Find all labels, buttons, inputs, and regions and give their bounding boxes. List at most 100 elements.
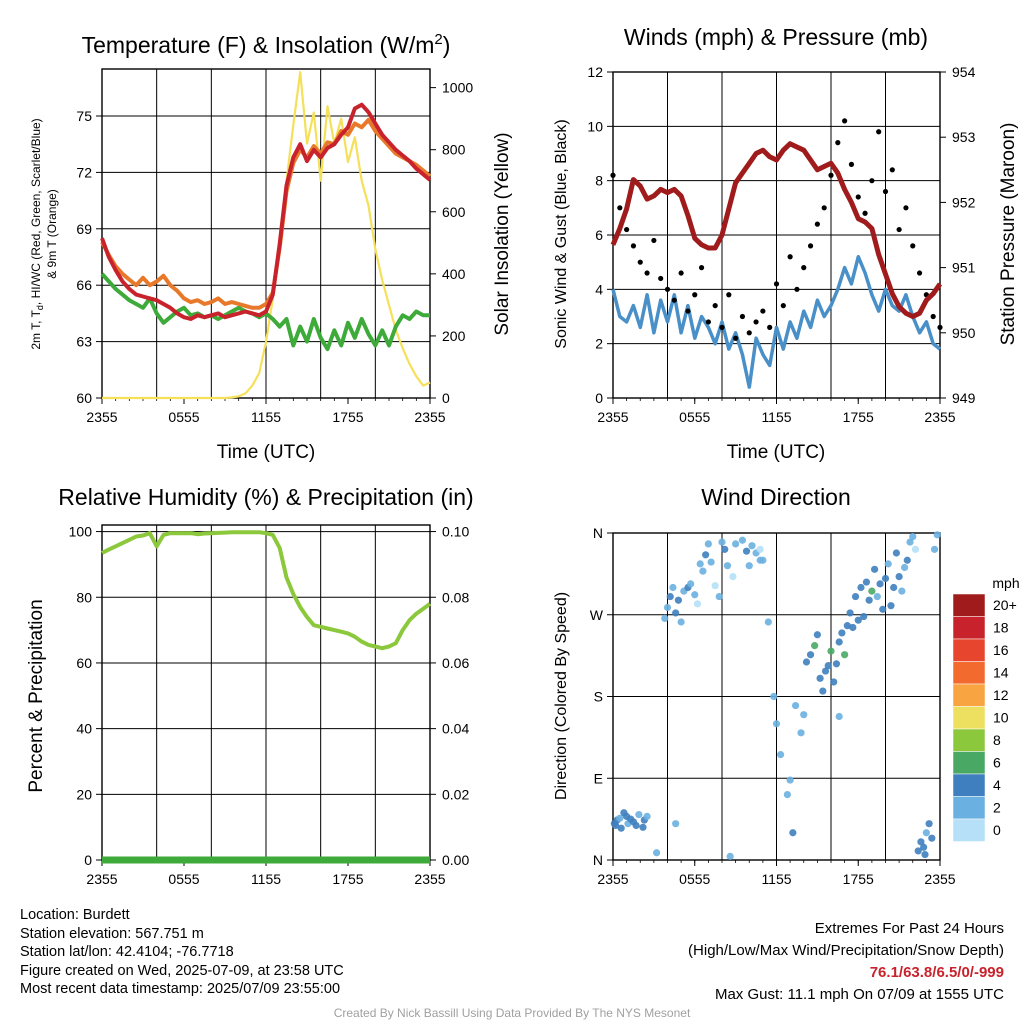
wdir-point: [707, 558, 715, 566]
max-gust: Max Gust: 11.1 mph On 07/09 at 1555 UTC: [714, 986, 1004, 1003]
wdir-point: [854, 616, 862, 624]
wdir-xtick-label: 2355: [924, 871, 955, 887]
winds-gust-point: [814, 221, 820, 227]
wdir-point: [756, 545, 764, 553]
wdir-point: [881, 574, 890, 583]
wdir-point: [849, 623, 857, 632]
station-location: Location: Burdett: [20, 907, 130, 923]
winds-gust-point: [753, 319, 759, 325]
winds-gust-point: [692, 292, 698, 298]
wdir-point: [718, 538, 726, 546]
wdir-ytick-label: N: [593, 852, 603, 868]
wdir-point: [909, 533, 917, 541]
wdir-point: [892, 549, 901, 557]
wdir-point: [661, 614, 669, 622]
rh-ylabel-left: Percent & Precipitation: [26, 599, 47, 792]
wdir-point: [843, 622, 851, 630]
wdir-point: [860, 612, 868, 621]
winds-gust-point: [726, 292, 732, 298]
wdir-point: [748, 542, 756, 550]
wdir-point: [914, 847, 922, 855]
wdir-point: [906, 538, 914, 546]
winds-series-pressure: [610, 141, 943, 319]
winds-gust-point: [767, 324, 773, 330]
colorbar-swatch: [952, 706, 986, 730]
wdir-point: [764, 618, 772, 626]
wdir-ytick-label: E: [594, 770, 603, 786]
wdir-point: [811, 642, 819, 650]
winds-gust-point: [801, 265, 807, 271]
colorbar-swatch: [952, 593, 986, 617]
winds-gust-point: [794, 286, 800, 292]
rh-ytick-label: 40: [76, 721, 92, 737]
colorbar-label: 8: [993, 732, 1001, 748]
wdir-point: [884, 560, 892, 568]
winds-gust-point: [821, 205, 827, 211]
temp-ytick-label: 69: [76, 221, 92, 237]
winds-gust-point: [712, 303, 718, 309]
temp-ylabel-right: Solar Insolation (Yellow): [492, 132, 513, 335]
temp-ylabel-left: 2m T, Td, HI/WC (Red, Green, Scarlet/Blu…: [29, 118, 45, 349]
wdir-point: [770, 692, 778, 701]
wdir-title: Wind Direction: [701, 484, 851, 510]
rh-ytick-right-label: 0.00: [442, 852, 469, 868]
wdir-point: [865, 596, 873, 604]
colorbar-label: 6: [993, 755, 1001, 771]
colorbar-label: 18: [993, 620, 1009, 636]
wdir-point: [696, 560, 704, 568]
wdir-point: [876, 580, 884, 588]
winds-ytick-right-label: 954: [952, 64, 976, 80]
wdir-point: [632, 821, 640, 830]
wdir-point: [791, 701, 800, 710]
wdir-point: [677, 618, 685, 626]
rh-ytick-right-label: 0.10: [442, 524, 469, 540]
wdir-point: [824, 662, 832, 670]
colorbar-label: 10: [993, 710, 1009, 726]
extremes-values: 76.1/63.8/6.5/0/-999: [869, 964, 1004, 981]
colorbar-swatch: [952, 661, 986, 685]
winds-gust-point: [930, 313, 936, 320]
wdir-point: [738, 536, 747, 544]
wdir-point: [922, 829, 930, 837]
winds-gust-point: [733, 335, 739, 341]
wdir-point: [672, 609, 680, 617]
temp-xtick-label: 2355: [86, 409, 117, 425]
colorbar-title: mph: [992, 575, 1019, 591]
rh-ytick-label: 60: [76, 655, 92, 671]
temp-ytick-right-label: 400: [442, 266, 466, 282]
winds-gust-point: [630, 243, 637, 249]
wdir-point: [920, 843, 928, 851]
wdir-point: [726, 852, 734, 860]
wdir-point: [797, 729, 805, 737]
winds-gust-point: [869, 178, 875, 184]
temp-ytick-label: 66: [76, 277, 92, 293]
temp-series-2m-td: [100, 102, 432, 321]
wdir-point: [800, 711, 808, 719]
winds-gust-point: [746, 330, 752, 336]
rh-ytick-right-label: 0.04: [442, 721, 469, 737]
wdir-point: [672, 820, 680, 828]
winds-gust-point: [698, 265, 705, 271]
wdir-point: [772, 720, 781, 728]
wdir-point: [846, 609, 854, 617]
wdir-xtick-label: 2355: [597, 871, 628, 887]
rh-ytick-label: 0: [84, 852, 92, 868]
winds-ytick-right-label: 949: [952, 390, 976, 406]
winds-gust-point: [896, 226, 902, 233]
winds-gust-point: [903, 205, 909, 211]
wdir-point: [933, 531, 941, 539]
winds-title: Winds (mph) & Pressure (mb): [624, 24, 928, 50]
credit-line: Created By Nick Bassill Using Data Provi…: [333, 1006, 691, 1020]
rh-xtick-label: 1755: [332, 871, 363, 887]
temp-axes: [96, 68, 436, 404]
wdir-point: [832, 660, 841, 668]
wdir-point: [930, 545, 939, 553]
station-elevation: Station elevation: 567.751 m: [20, 925, 204, 942]
wdir-point: [816, 674, 824, 682]
rh-axes: [96, 524, 436, 866]
wdir-point: [616, 814, 624, 822]
rh-ytick-right-label: 0.06: [442, 655, 469, 671]
wdir-xtick-label: 0555: [679, 871, 710, 887]
winds-ytick-right-label: 951: [952, 260, 976, 276]
